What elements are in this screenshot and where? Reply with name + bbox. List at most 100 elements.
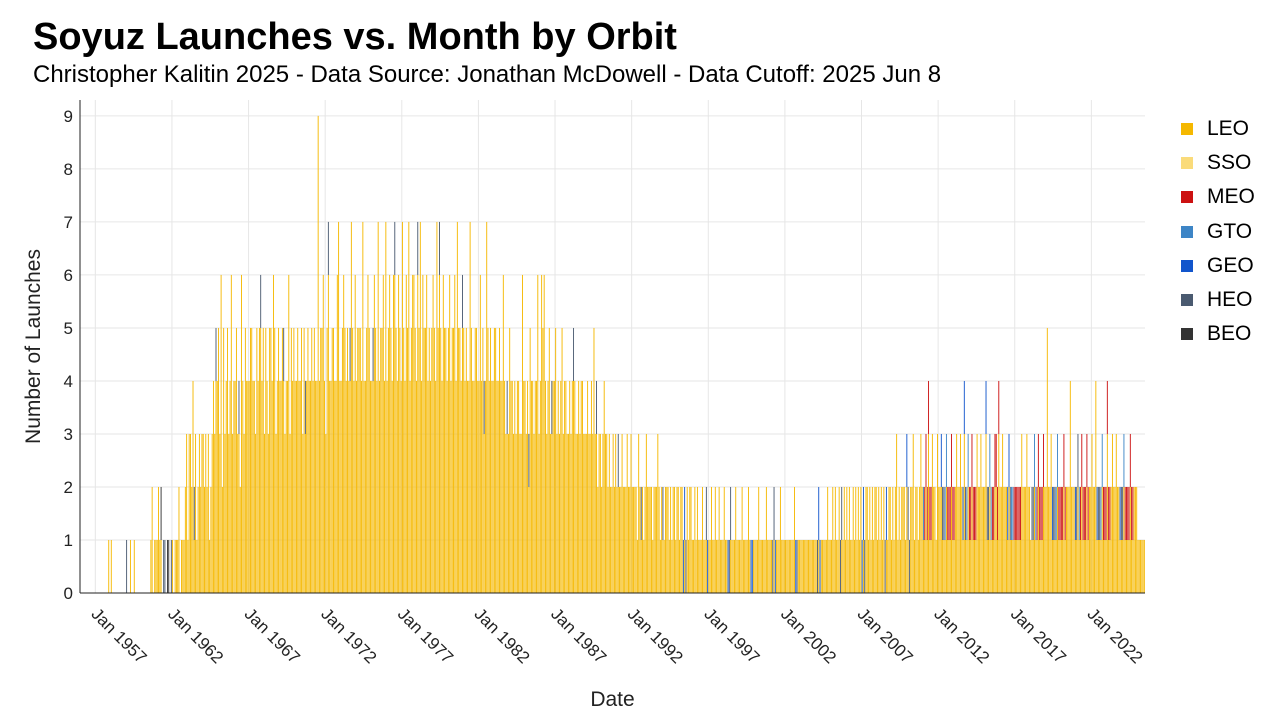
- bar-segment: [574, 486, 576, 540]
- bar-segment: [453, 486, 454, 540]
- bar-segment: [1132, 486, 1134, 540]
- bar-segment: [746, 539, 748, 593]
- bar-segment: [536, 433, 537, 487]
- bar-segment: [220, 433, 222, 487]
- bar-segment: [395, 539, 397, 593]
- bar-segment: [573, 539, 575, 593]
- bar-segment: [389, 433, 391, 487]
- bar-segment: [271, 433, 273, 487]
- bar-segment: [481, 433, 483, 487]
- bar-segment: [255, 433, 257, 487]
- bar-segment: [294, 486, 296, 540]
- bar-segment: [566, 539, 568, 593]
- bar-segment: [525, 539, 527, 593]
- bar-segment: [335, 380, 337, 434]
- bar-segment: [453, 327, 454, 381]
- bar-segment: [1071, 539, 1073, 593]
- bar-segment: [542, 433, 544, 487]
- bar-segment: [617, 433, 619, 487]
- bar-segment: [644, 539, 646, 593]
- bar-segment: [212, 486, 214, 540]
- bar-segment: [347, 327, 348, 381]
- bar-segment: [561, 380, 563, 434]
- bar-segment: [523, 380, 525, 434]
- bar-segment: [220, 327, 222, 381]
- bar-segment: [431, 539, 433, 593]
- legend-item-heo[interactable]: HEO: [1181, 283, 1255, 317]
- bar-segment: [901, 486, 903, 540]
- bar-segment: [533, 433, 535, 487]
- bar-segment: [636, 539, 638, 593]
- bar-segment: [483, 433, 485, 487]
- legend-item-gto[interactable]: GTO: [1181, 215, 1255, 249]
- x-tick-label: Jan 2007: [854, 604, 917, 667]
- bar-segment: [733, 539, 735, 593]
- bar-segment: [447, 539, 449, 593]
- bar-segment: [390, 539, 392, 593]
- bar-segment: [456, 539, 458, 593]
- bar-segment: [695, 539, 697, 593]
- bar-segment: [516, 486, 518, 540]
- bar-segment: [1101, 433, 1103, 487]
- bar-segment: [951, 433, 952, 487]
- bar-segment: [657, 486, 659, 540]
- bar-segment: [633, 486, 635, 540]
- bar-segment: [939, 539, 941, 593]
- bar-segment: [385, 486, 387, 540]
- legend-item-sso[interactable]: SSO: [1181, 146, 1255, 180]
- legend-item-leo[interactable]: LEO: [1181, 112, 1255, 146]
- bar-segment: [244, 327, 246, 381]
- bar-segment: [367, 539, 369, 593]
- bar-segment: [1035, 539, 1037, 593]
- bar-segment: [518, 433, 520, 487]
- bar-segment: [192, 539, 194, 593]
- bar-segment: [532, 380, 534, 434]
- legend-label: SSO: [1207, 151, 1252, 175]
- bar-segment: [648, 486, 650, 540]
- bar-segment: [265, 433, 267, 487]
- bar-segment: [597, 486, 599, 540]
- bar-segment: [373, 274, 375, 328]
- bar-segment: [403, 433, 405, 487]
- legend-item-meo[interactable]: MEO: [1181, 180, 1255, 214]
- bar-segment: [344, 486, 346, 540]
- bar-segment: [207, 539, 209, 593]
- bar-segment: [705, 539, 707, 593]
- bar-segment: [313, 539, 315, 593]
- bar-segment: [264, 433, 265, 487]
- bar-segment: [451, 433, 453, 487]
- bar-segment: [822, 539, 824, 593]
- bar-segment: [206, 539, 208, 593]
- bar-segment: [800, 539, 802, 593]
- bar-segment: [801, 539, 803, 593]
- bar-segment: [321, 486, 323, 540]
- bar-segment: [459, 433, 461, 487]
- bar-segment: [322, 433, 324, 487]
- bar-segment: [728, 539, 730, 593]
- bar-segment: [1090, 486, 1092, 540]
- bar-segment: [465, 486, 467, 540]
- bar-segment: [988, 539, 990, 593]
- legend-item-beo[interactable]: BEO: [1181, 317, 1255, 351]
- bar-segment: [422, 433, 424, 487]
- bar-segment: [507, 486, 509, 540]
- bar-segment: [794, 486, 795, 540]
- bar-segment: [404, 380, 406, 434]
- bar-segment: [302, 433, 304, 487]
- bar-segment: [726, 539, 728, 593]
- bar-segment: [808, 539, 809, 593]
- bar-segment: [474, 327, 476, 381]
- bar-segment: [1069, 486, 1071, 540]
- bar-segment: [910, 486, 912, 540]
- bar-segment: [759, 539, 761, 593]
- legend-item-geo[interactable]: GEO: [1181, 249, 1255, 283]
- bar-segment: [578, 486, 580, 540]
- bar-segment: [458, 380, 460, 434]
- bar-segment: [462, 433, 463, 487]
- bar-segment: [889, 539, 891, 593]
- bar-segment: [492, 433, 494, 487]
- bar-segment: [371, 539, 373, 593]
- bar-segment: [1111, 486, 1113, 540]
- bar-segment: [514, 380, 516, 434]
- bar-segment: [506, 539, 508, 593]
